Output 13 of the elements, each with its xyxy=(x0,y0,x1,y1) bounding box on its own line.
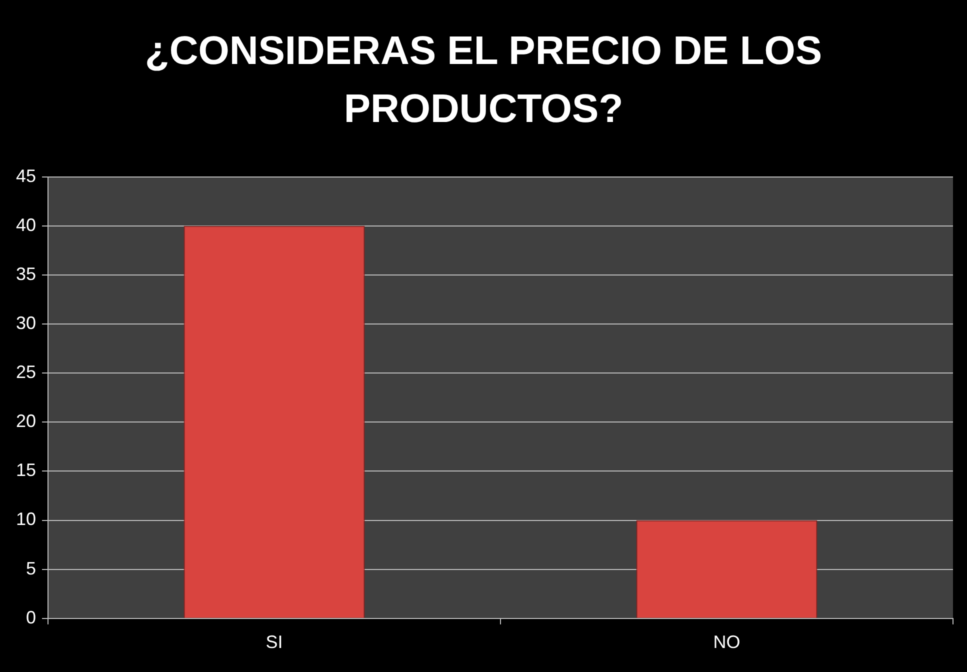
y-tick-label: 35 xyxy=(16,264,36,284)
chart-title: ¿CONSIDERAS EL PRECIO DE LOS PRODUCTOS? xyxy=(144,28,824,133)
y-tick-label: 45 xyxy=(16,166,36,186)
x-tick-label: NO xyxy=(713,632,740,652)
y-tick-label: 25 xyxy=(16,362,36,382)
y-tick-label: 20 xyxy=(16,411,36,432)
y-tick-label: 10 xyxy=(16,509,36,530)
y-tick-label: 40 xyxy=(16,214,36,235)
y-tick-label: 30 xyxy=(16,312,36,333)
x-tick-label: SI xyxy=(266,632,283,652)
y-tick-label: 5 xyxy=(26,558,36,578)
y-tick-label: 15 xyxy=(16,460,36,480)
y-tick-label: 0 xyxy=(26,607,36,628)
